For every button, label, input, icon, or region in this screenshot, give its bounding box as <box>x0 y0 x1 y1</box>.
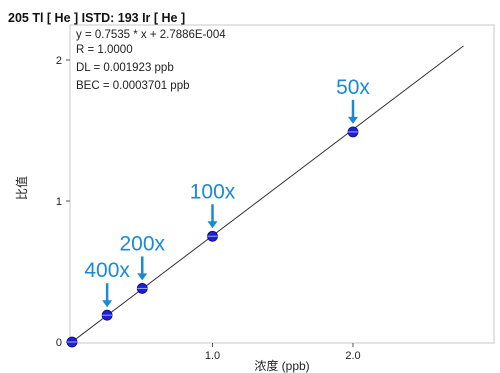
r-value: R = 1.0000 <box>76 44 133 56</box>
annotation-label: 200x <box>119 232 165 255</box>
bec-value: BEC = 0.0003701 ppb <box>76 80 190 92</box>
annotation-label: 100x <box>190 180 236 203</box>
y-tick-label: 0 <box>56 337 62 349</box>
x-tick-label: 2.0 <box>345 350 360 362</box>
annotation-label: 50x <box>336 76 370 99</box>
y-tick-label: 2 <box>56 55 62 67</box>
y-tick-label: 1 <box>56 196 62 208</box>
plot-layer: 0 1 2 1.0 2.0 400x 200x 100x 50x <box>56 45 464 362</box>
detection-limit: DL = 0.001923 ppb <box>76 62 174 74</box>
y-axis-label: 比值 <box>14 176 29 200</box>
annotation-arrow-head <box>137 273 148 281</box>
chart-title: 205 Tl [ He ] ISTD: 193 Ir [ He ] <box>8 11 185 25</box>
annotation-arrow-head <box>102 300 113 308</box>
annotation-label: 400x <box>84 259 130 282</box>
annotation-arrow-head <box>207 221 218 229</box>
x-tick-label: 1.0 <box>205 350 220 362</box>
fit-equation: y = 0.7535 * x + 2.7886E-004 <box>76 29 226 41</box>
x-axis-label: 浓度 (ppb) <box>254 358 309 373</box>
annotation-arrow-head <box>348 116 358 124</box>
fit-line <box>71 45 464 343</box>
